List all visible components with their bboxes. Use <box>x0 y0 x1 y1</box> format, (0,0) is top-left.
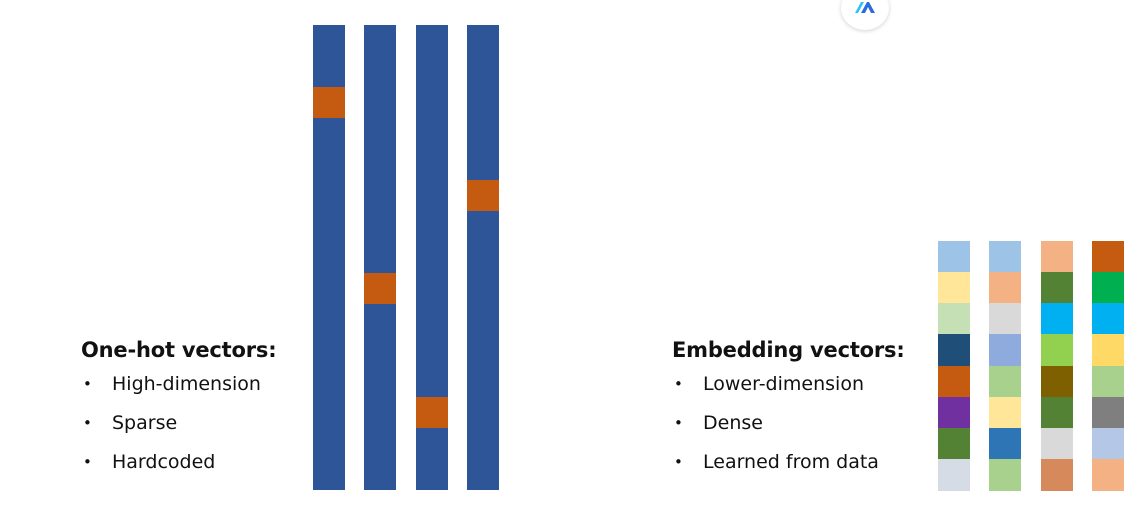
embedding-cell <box>1041 427 1073 460</box>
embedding-cell <box>938 272 970 304</box>
onehot-vector <box>364 25 396 490</box>
embedding-cell <box>938 365 970 398</box>
embedding-cell <box>938 396 970 429</box>
onehot-vector <box>467 25 499 490</box>
onehot-description: One-hot vectors: High-dimension Sparse H… <box>81 338 277 490</box>
embedding-vector <box>938 241 970 491</box>
embedding-cell <box>989 458 1021 491</box>
embedding-cell <box>1041 272 1073 304</box>
embedding-cell <box>1041 303 1073 335</box>
embedding-cell <box>1092 241 1124 273</box>
embedding-cell <box>989 427 1021 460</box>
embedding-cell <box>938 303 970 335</box>
onehot-active-cell <box>364 273 396 304</box>
onehot-bullet: Sparse <box>81 412 276 435</box>
embedding-cell <box>989 241 1021 273</box>
onehot-bullet: High-dimension <box>81 373 276 396</box>
embedding-cell <box>1092 272 1124 304</box>
onehot-vector <box>313 25 345 490</box>
logo-icon <box>855 2 875 13</box>
embedding-cell <box>938 241 970 273</box>
embedding-cell <box>989 303 1021 335</box>
embedding-cell <box>938 334 970 366</box>
embedding-description: Embedding vectors: Lower-dimension Dense… <box>672 338 905 490</box>
embedding-cell <box>989 365 1021 398</box>
embedding-vector <box>1041 241 1073 491</box>
embedding-cell <box>989 334 1021 366</box>
embedding-cell <box>1041 458 1073 491</box>
embedding-bullet-list: Lower-dimension Dense Learned from data <box>672 373 905 474</box>
embedding-cell <box>1041 396 1073 429</box>
onehot-active-cell <box>313 87 345 118</box>
embedding-vector <box>1092 241 1124 491</box>
embedding-cell <box>938 427 970 460</box>
embedding-cell <box>1092 396 1124 429</box>
embedding-cell <box>1092 458 1124 491</box>
embedding-cell <box>989 396 1021 429</box>
onehot-active-cell <box>416 397 448 428</box>
embedding-cell <box>1041 334 1073 366</box>
embedding-title: Embedding vectors: <box>672 338 905 362</box>
app-logo <box>841 0 889 30</box>
onehot-bullet-list: High-dimension Sparse Hardcoded <box>81 373 276 474</box>
embedding-cell <box>989 272 1021 304</box>
embedding-cell <box>1041 241 1073 273</box>
embedding-cell <box>938 458 970 491</box>
onehot-bullet: Hardcoded <box>81 451 276 474</box>
onehot-active-cell <box>467 180 499 211</box>
embedding-cell <box>1092 365 1124 398</box>
embedding-cell <box>1092 334 1124 366</box>
embedding-cell <box>1092 427 1124 460</box>
embedding-vector <box>989 241 1021 491</box>
embedding-bullet: Learned from data <box>672 451 905 474</box>
embedding-bullet: Lower-dimension <box>672 373 905 396</box>
embedding-bullet: Dense <box>672 412 905 435</box>
embedding-cell <box>1092 303 1124 335</box>
onehot-title: One-hot vectors: <box>81 338 277 362</box>
onehot-vector <box>416 25 448 490</box>
embedding-cell <box>1041 365 1073 398</box>
